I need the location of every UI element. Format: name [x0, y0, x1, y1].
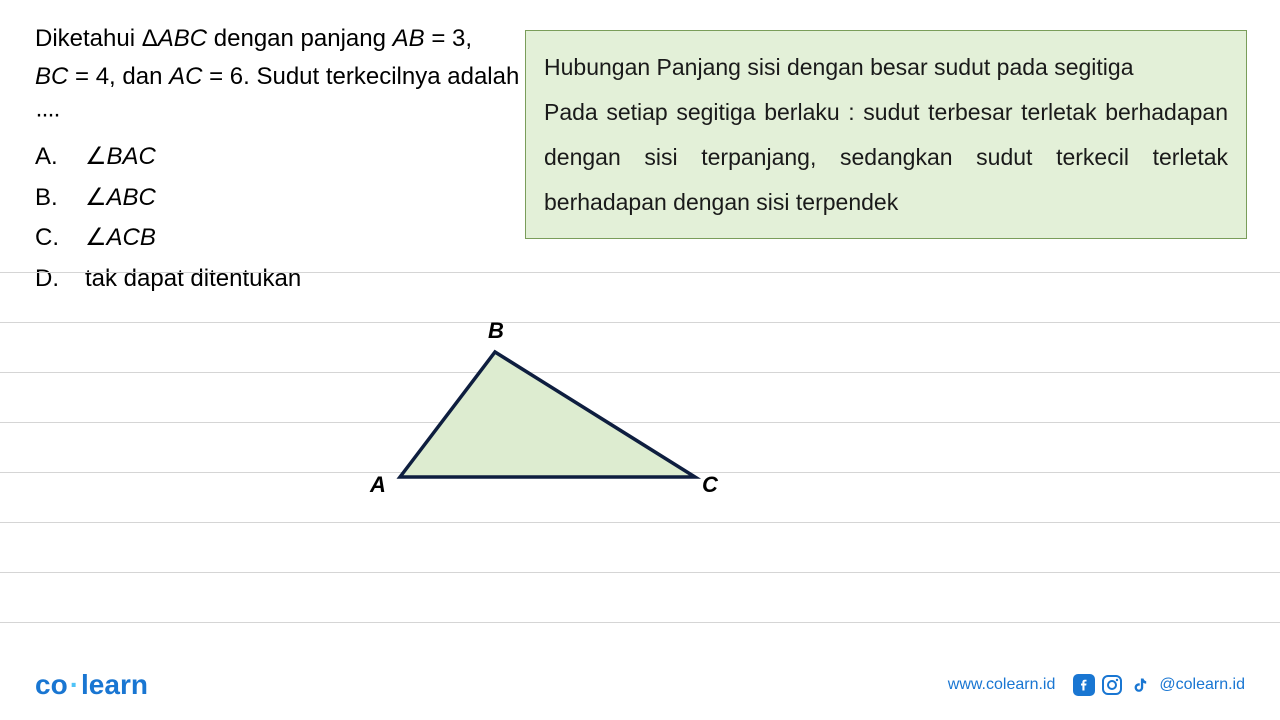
q-eq1: = 3, [425, 25, 472, 52]
website-url: www.colearn.id [948, 676, 1056, 694]
q-ac: AC [169, 63, 202, 90]
q-eq2: = 4, dan [68, 63, 169, 90]
social-handle: @colearn.id [1159, 676, 1245, 694]
option-value: ∠ACB [85, 218, 156, 259]
info-body: Pada setiap segitiga berlaku : sudut ter… [544, 90, 1228, 225]
logo-co: co [35, 669, 68, 700]
vertex-c-label: C [702, 472, 718, 498]
instagram-icon [1101, 674, 1123, 696]
footer-right: www.colearn.id @colearn.id [948, 674, 1245, 696]
q-prefix: Diketahui Δ [35, 25, 158, 52]
vertex-b-label: B [488, 318, 504, 344]
triangle-diagram: A B C [360, 312, 740, 512]
info-title: Hubungan Panjang sisi dengan besar sudut… [544, 45, 1228, 90]
info-box: Hubungan Panjang sisi dengan besar sudut… [525, 30, 1247, 239]
question-text: Diketahui ΔABC dengan panjang AB = 3, BC… [35, 20, 525, 97]
logo-learn: learn [81, 669, 148, 700]
triangle-shape [400, 352, 695, 477]
option-letter: A. [35, 137, 65, 178]
brand-logo: co·learn [35, 669, 148, 701]
facebook-icon [1073, 674, 1095, 696]
option-letter: C. [35, 218, 65, 259]
option-letter: B. [35, 178, 65, 219]
q-bc: BC [35, 63, 68, 90]
tiktok-icon [1129, 674, 1151, 696]
footer: co·learn www.colearn.id @colearn.id [0, 650, 1280, 720]
option-value: ∠BAC [85, 137, 156, 178]
q-eq3: = 6. Sudut terkecilnya adalah [202, 63, 519, 90]
vertex-a-label: A [370, 472, 386, 498]
q-mid: dengan panjang [207, 25, 393, 52]
triangle-svg [360, 312, 740, 512]
option-value: ∠ABC [85, 178, 156, 219]
q-ab: AB [393, 25, 425, 52]
q-abc: ABC [158, 25, 207, 52]
social-icons: @colearn.id [1073, 674, 1245, 696]
logo-dot: · [70, 669, 79, 700]
